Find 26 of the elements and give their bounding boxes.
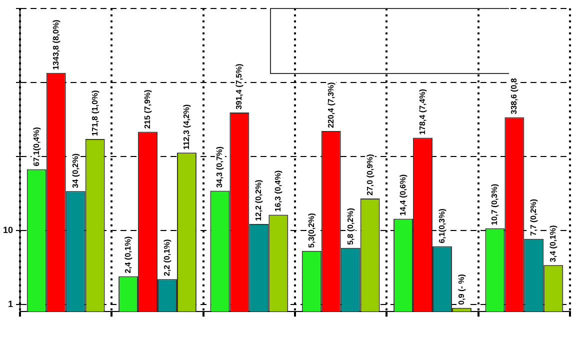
data-label: 5,8 (0,2%) xyxy=(346,208,355,245)
data-label: 0,9 (- %) xyxy=(456,274,466,305)
data-label: 171,8 (1,0%) xyxy=(90,90,100,136)
data-label: 5,3(0,2%) xyxy=(306,212,316,248)
data-label: 14,4 (0,6%) xyxy=(398,174,408,216)
data-label: 12,2 (0,2%) xyxy=(254,179,264,222)
data-label: 1343,8 (8,0%) xyxy=(51,19,60,70)
data-label: 34 (0,2%) xyxy=(70,153,80,188)
data-label: 112,3 (4,2%) xyxy=(182,104,191,150)
data-label: 67,1(0,4%) xyxy=(32,126,41,166)
data-label: 391,4 (7,5%) xyxy=(234,63,244,110)
y-tick-label: 10 xyxy=(2,224,14,235)
data-label: 16,3 (0,4%) xyxy=(274,170,283,212)
data-label: 178,4 (7,4%) xyxy=(418,88,427,135)
data-label: 2,4 (0,1%) xyxy=(123,236,132,274)
data-label: 220,4 (7,3%) xyxy=(326,82,336,128)
data-label: 7,7 (0,2%) xyxy=(529,198,538,236)
y-tick-label: 1 xyxy=(8,298,14,309)
data-label: 6,1(0,3%) xyxy=(437,208,446,244)
data-label: 34,3 (0,7%) xyxy=(215,146,224,188)
data-label: 338,6 (0,8 xyxy=(510,78,519,114)
data-label: 27,0 (0,9%) xyxy=(365,154,374,196)
data-label: 2,2 (0,1%) xyxy=(162,238,172,276)
data-label: 3,4 (0,1%) xyxy=(548,224,558,262)
data-label: 10,7 (0,3%) xyxy=(490,184,500,226)
data-label: 215 (7,9%) xyxy=(142,89,152,129)
